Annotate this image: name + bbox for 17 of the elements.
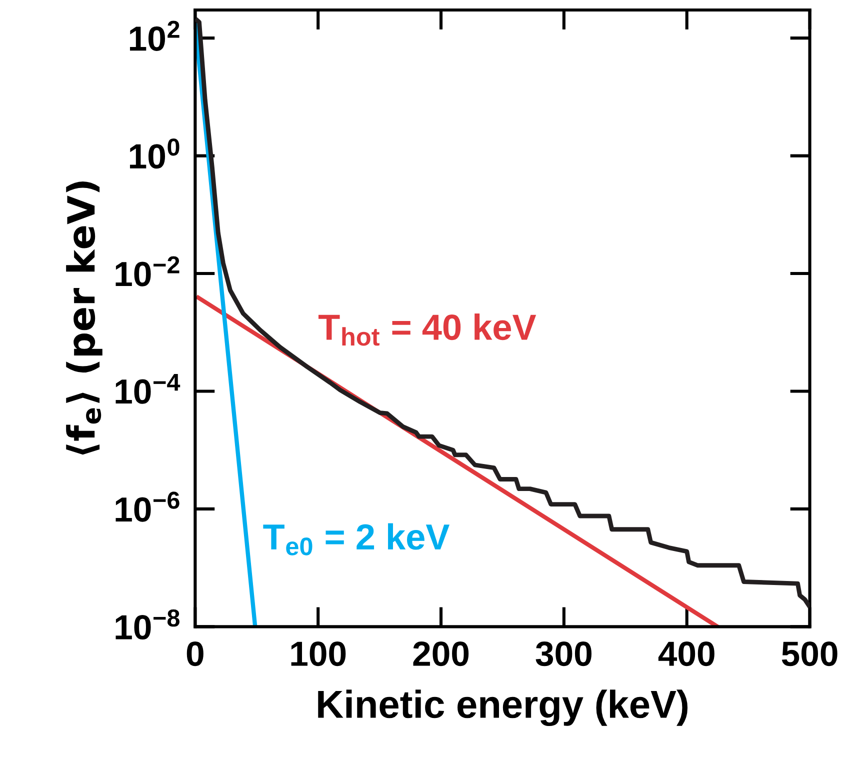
line-series <box>195 18 810 608</box>
x-axis-title: Kinetic energy (keV) <box>318 690 688 726</box>
x-tick-label: 500 <box>782 641 838 666</box>
x-tick-label: 400 <box>658 641 714 666</box>
x-tick-label: 300 <box>536 641 592 666</box>
x-tick-label: 0 <box>186 641 204 666</box>
y-tick-label: 10$^{−8}$ <box>116 609 180 640</box>
x-tick-label: 100 <box>291 641 346 666</box>
y-tick-label: 10$^{−6}$ <box>116 492 180 522</box>
y-tick-label: 10$^{2}$ <box>130 20 180 51</box>
series-label: T$_{e0}$ = 2 keV <box>263 523 450 556</box>
y-tick-label: 10$^{−4}$ <box>116 374 180 404</box>
y-tick-label: 10$^{0}$ <box>130 138 180 169</box>
x-tick-label: 200 <box>413 641 469 666</box>
y-tick-label: 10$^{−2}$ <box>116 256 180 286</box>
series-label: T$_{hot}$ = 40 keV <box>318 314 536 346</box>
y-axis-title: ⟨f$_{e}$⟩ (per keV) <box>66 181 102 455</box>
